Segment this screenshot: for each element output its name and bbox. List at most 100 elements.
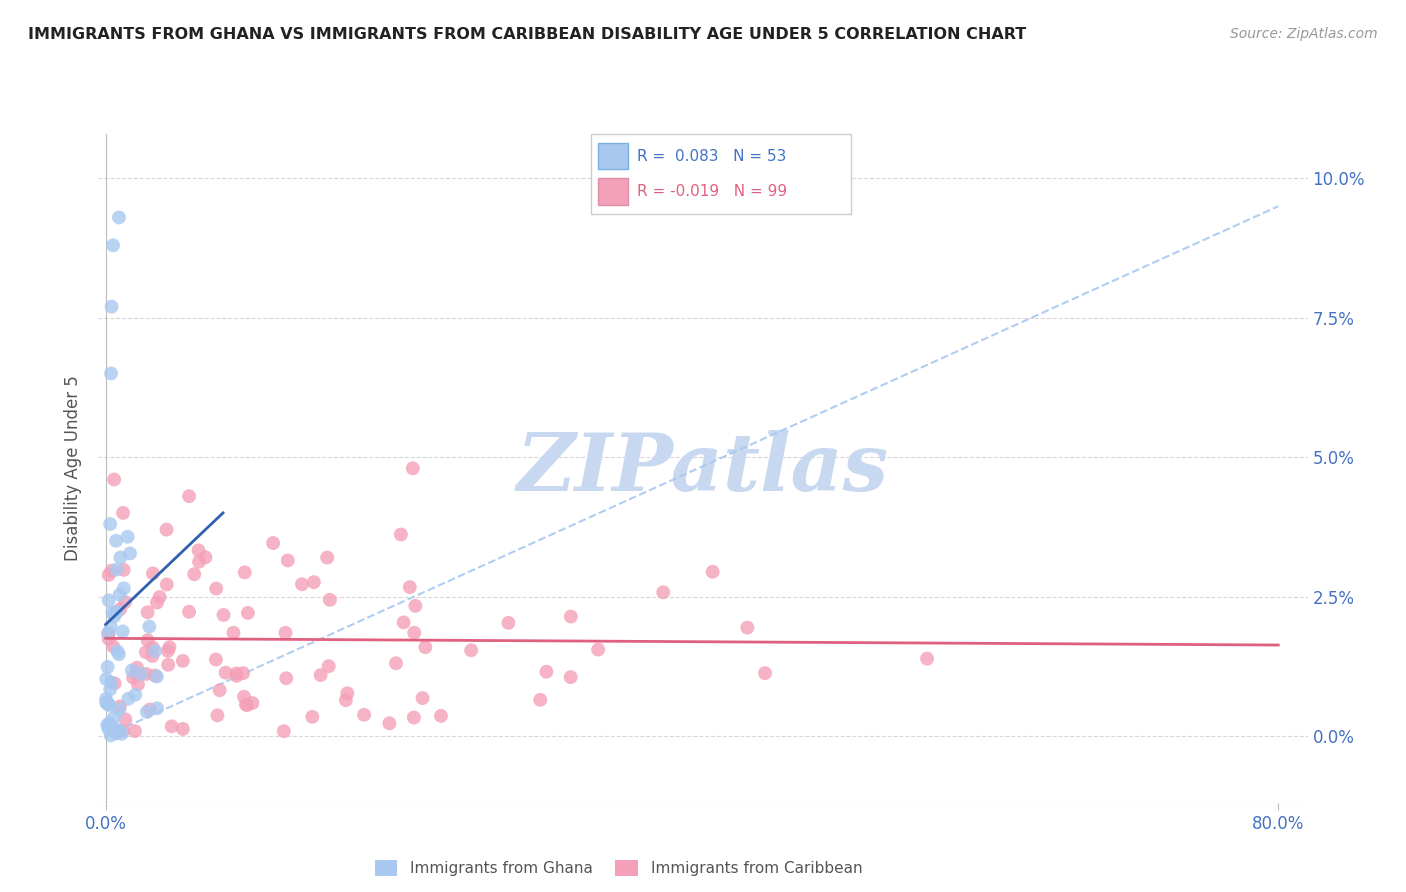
Point (318, 659, 340, 673)
Point (108, 647, 131, 661)
Point (157, 657, 180, 672)
Point (183, 567, 205, 582)
Point (94, 692, 117, 706)
Point (353, 707, 375, 722)
Point (560, 609, 582, 624)
Point (105, 533, 128, 548)
Point (114, 595, 136, 609)
Point (225, 666, 247, 681)
Point (101, 606, 124, 620)
Point (177, 605, 200, 619)
Point (112, 563, 135, 577)
Point (127, 677, 149, 691)
Point (105, 563, 128, 577)
Point (97, 698, 120, 712)
Point (235, 698, 257, 712)
Point (143, 644, 166, 658)
Point (136, 605, 159, 619)
Point (108, 699, 131, 714)
Point (135, 667, 157, 681)
Point (536, 665, 558, 679)
Point (389, 527, 412, 541)
Point (139, 702, 162, 716)
Point (172, 654, 194, 668)
Point (98, 682, 121, 697)
Text: Source: ZipAtlas.com: Source: ZipAtlas.com (1230, 27, 1378, 41)
Point (105, 644, 128, 658)
Point (146, 596, 169, 610)
Point (103, 473, 125, 487)
Point (378, 716, 401, 731)
Point (262, 536, 284, 550)
Point (129, 667, 152, 681)
Point (309, 668, 332, 682)
Point (121, 664, 143, 678)
Point (111, 727, 134, 741)
Point (103, 640, 125, 654)
Point (112, 506, 135, 520)
Point (402, 710, 425, 724)
Point (225, 669, 247, 683)
Point (208, 683, 231, 698)
Point (124, 688, 146, 702)
Point (97, 626, 120, 640)
Point (187, 543, 209, 558)
Point (172, 722, 194, 736)
Point (560, 670, 582, 684)
Point (141, 648, 163, 663)
Point (96, 672, 118, 686)
Point (100, 719, 122, 733)
Point (142, 640, 165, 655)
Point (149, 590, 172, 604)
Point (302, 575, 325, 590)
Point (274, 625, 297, 640)
Point (319, 592, 342, 607)
Point (146, 669, 169, 683)
Point (100, 564, 122, 578)
Point (205, 652, 228, 666)
Point (146, 701, 169, 715)
Point (155, 523, 177, 537)
Point (460, 643, 482, 657)
Point (135, 705, 157, 719)
Point (103, 710, 125, 724)
Point (412, 691, 434, 706)
Point (236, 698, 259, 712)
Point (96, 695, 118, 709)
Point (188, 555, 211, 569)
Point (529, 693, 551, 707)
Text: ZIPatlas: ZIPatlas (517, 430, 889, 507)
Point (273, 724, 295, 739)
Point (125, 666, 148, 681)
Point (915, 651, 938, 665)
Point (291, 577, 314, 591)
Point (97, 698, 120, 712)
Point (177, 489, 200, 503)
Point (98, 716, 121, 731)
Point (430, 709, 453, 723)
Point (114, 712, 136, 726)
Point (110, 550, 132, 565)
Point (96, 696, 118, 710)
Point (127, 660, 149, 674)
Point (135, 645, 157, 659)
Point (103, 676, 125, 690)
Point (96, 696, 118, 710)
Point (97, 593, 120, 607)
Point (586, 642, 609, 657)
Point (402, 461, 425, 475)
Point (97, 660, 120, 674)
Point (156, 577, 179, 591)
Point (194, 550, 217, 565)
Point (97, 626, 120, 640)
Point (207, 708, 229, 723)
Point (110, 602, 132, 616)
Point (156, 644, 179, 658)
Point (222, 625, 245, 640)
Point (124, 724, 146, 739)
Point (108, 211, 131, 225)
Point (100, 675, 122, 690)
Point (276, 671, 298, 685)
Point (316, 550, 339, 565)
Point (105, 726, 128, 740)
